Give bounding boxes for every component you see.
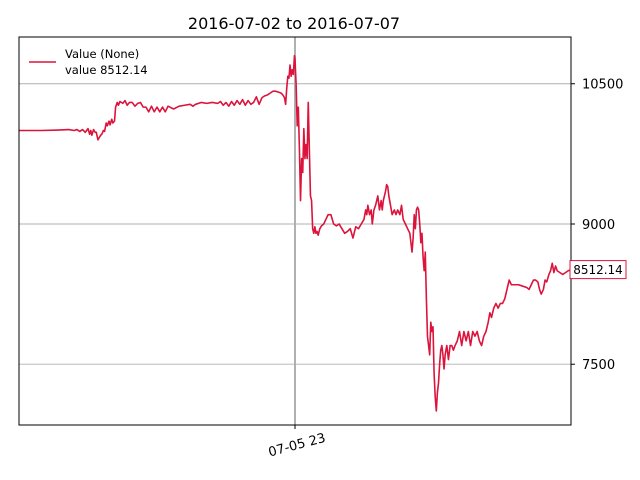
last-value-label: 8512.14 — [573, 263, 623, 277]
last-value-badge: 8512.14 — [569, 260, 627, 280]
legend-entry-series: Value (None) — [65, 47, 139, 61]
legend: Value (None) value 8512.14 — [29, 47, 148, 77]
y-tick-label: 10500 — [582, 78, 623, 93]
y-axis-ticks: 7500 9000 10500 — [571, 78, 623, 373]
y-tick-label: 7500 — [582, 358, 615, 373]
legend-entry-value: value 8512.14 — [65, 63, 148, 77]
series-line — [19, 54, 572, 412]
last-value-box — [569, 260, 627, 280]
y-tick-label: 9000 — [582, 218, 615, 233]
series-layer — [19, 54, 572, 412]
chart-title: 2016-07-02 to 2016-07-07 — [188, 14, 400, 33]
